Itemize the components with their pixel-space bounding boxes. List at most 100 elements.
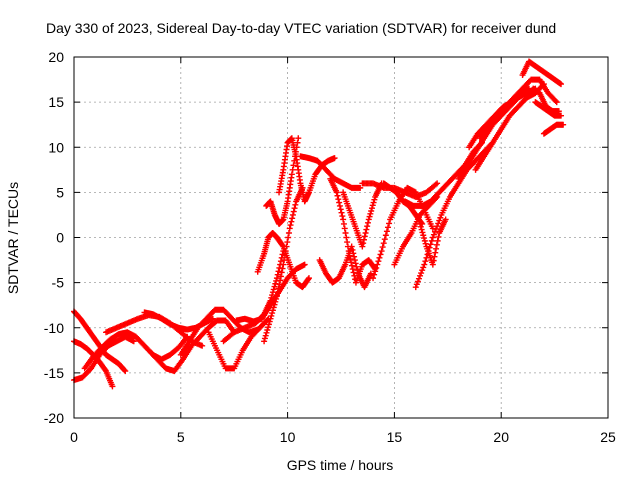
data-point-marker bbox=[283, 243, 290, 250]
data-point-marker bbox=[295, 135, 302, 142]
data-point-marker bbox=[428, 237, 435, 244]
data-point-marker bbox=[422, 240, 429, 247]
data-point-marker bbox=[377, 251, 384, 258]
data-point-marker bbox=[380, 240, 387, 247]
data-point-marker bbox=[378, 248, 385, 255]
data-point-marker bbox=[431, 253, 438, 260]
series-arc-14 bbox=[263, 135, 302, 227]
data-point-marker bbox=[290, 208, 297, 215]
data-point-marker bbox=[341, 225, 348, 232]
data-point-marker bbox=[282, 248, 289, 255]
data-point-marker bbox=[209, 315, 216, 322]
data-point-marker bbox=[277, 258, 284, 265]
x-axis-label: GPS time / hours bbox=[287, 457, 394, 473]
x-tick-label: 5 bbox=[177, 429, 185, 445]
data-point-marker bbox=[275, 268, 282, 275]
data-point-marker bbox=[371, 271, 378, 278]
x-tick-label: 10 bbox=[280, 429, 296, 445]
data-point-marker bbox=[431, 228, 438, 235]
data-point-marker bbox=[130, 338, 137, 345]
data-point-marker bbox=[360, 240, 367, 247]
data-point-marker bbox=[370, 275, 377, 282]
series-arc-34 bbox=[540, 121, 567, 137]
data-point-marker bbox=[285, 229, 292, 236]
data-point-marker bbox=[375, 258, 382, 265]
data-point-marker bbox=[350, 269, 357, 276]
series-arc-18 bbox=[327, 175, 379, 286]
series-arc-9 bbox=[205, 315, 272, 372]
data-point-marker bbox=[121, 367, 128, 374]
data-point-marker bbox=[264, 327, 271, 334]
data-point-marker bbox=[418, 270, 425, 277]
data-point-marker bbox=[102, 366, 109, 373]
y-axis-label: SDTVAR / TECUs bbox=[5, 182, 21, 294]
y-tick-label: -5 bbox=[52, 275, 65, 291]
data-point-marker bbox=[360, 236, 367, 243]
y-tick-label: -20 bbox=[44, 410, 64, 426]
data-point-marker bbox=[274, 289, 281, 296]
y-tick-label: 0 bbox=[56, 230, 64, 246]
y-tick-label: 5 bbox=[56, 184, 64, 200]
data-point-marker bbox=[419, 267, 426, 274]
data-point-marker bbox=[344, 239, 351, 246]
data-point-marker bbox=[412, 284, 419, 291]
data-point-marker bbox=[268, 312, 275, 319]
data-point-marker bbox=[359, 243, 366, 250]
data-point-marker bbox=[383, 228, 390, 235]
data-point-marker bbox=[381, 236, 388, 243]
data-point-marker bbox=[305, 275, 312, 282]
data-point-marker bbox=[287, 222, 294, 229]
data-point-marker bbox=[334, 192, 341, 199]
data-point-marker bbox=[418, 226, 425, 233]
data-point-marker bbox=[363, 226, 370, 233]
data-point-marker bbox=[262, 332, 269, 339]
data-point-marker bbox=[552, 97, 559, 104]
data-point-marker bbox=[436, 217, 443, 224]
data-point-marker bbox=[357, 184, 364, 191]
data-point-marker bbox=[421, 261, 428, 268]
data-point-marker bbox=[284, 239, 291, 246]
series-arc-6 bbox=[145, 317, 238, 375]
data-point-marker bbox=[433, 245, 440, 252]
data-point-marker bbox=[269, 310, 276, 317]
data-point-marker bbox=[346, 252, 353, 259]
data-point-marker bbox=[288, 218, 295, 225]
data-point-marker bbox=[370, 199, 377, 206]
data-point-marker bbox=[429, 261, 436, 268]
data-point-marker bbox=[271, 301, 278, 308]
data-point-marker bbox=[367, 210, 374, 217]
data-point-marker bbox=[281, 257, 288, 264]
data-point-marker bbox=[305, 276, 312, 283]
data-point-marker bbox=[558, 112, 565, 119]
data-point-marker bbox=[417, 220, 424, 227]
data-point-marker bbox=[273, 295, 280, 302]
data-point-marker bbox=[336, 199, 343, 206]
data-point-marker bbox=[364, 223, 371, 230]
data-point-marker bbox=[261, 338, 268, 345]
data-point-marker bbox=[281, 252, 288, 259]
data-point-marker bbox=[288, 171, 295, 178]
y-tick-label: 20 bbox=[48, 49, 64, 65]
data-point-marker bbox=[340, 216, 347, 223]
data-point-marker bbox=[434, 180, 441, 187]
data-point-marker bbox=[351, 253, 358, 260]
data-point-marker bbox=[367, 270, 374, 277]
data-point-marker bbox=[434, 223, 441, 230]
data-point-marker bbox=[429, 234, 436, 241]
series-arc-1 bbox=[71, 308, 129, 375]
x-tick-label: 25 bbox=[600, 429, 616, 445]
data-point-marker bbox=[433, 241, 440, 248]
data-point-marker bbox=[289, 211, 296, 218]
data-point-marker bbox=[339, 213, 346, 220]
data-point-marker bbox=[273, 293, 280, 300]
data-point-marker bbox=[553, 99, 560, 106]
data-point-marker bbox=[272, 298, 279, 305]
data-point-marker bbox=[336, 202, 343, 209]
data-point-marker bbox=[342, 229, 349, 236]
series-arc-3 bbox=[71, 333, 137, 384]
data-point-marker bbox=[347, 255, 354, 262]
data-point-marker bbox=[364, 219, 371, 226]
series-arc-21 bbox=[370, 184, 436, 282]
data-point-marker bbox=[276, 281, 283, 288]
